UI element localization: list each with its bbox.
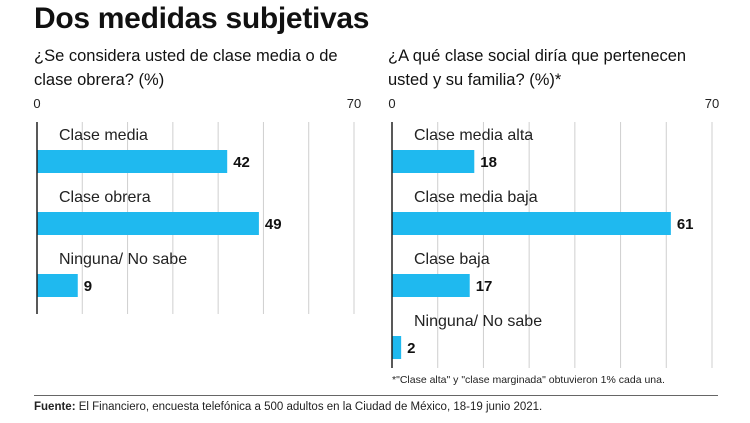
source-divider: [34, 395, 718, 396]
right-value-label: 61: [677, 216, 694, 233]
left-bar: [37, 274, 78, 297]
left-tick-label-0: 0: [33, 96, 40, 111]
right-bar: [392, 212, 671, 235]
chart-main-title: Dos medidas subjetivas: [34, 2, 370, 35]
left-value-label: 42: [233, 154, 250, 171]
right-value-label: 18: [480, 154, 497, 171]
left-bar: [37, 212, 259, 235]
right-bar: [392, 150, 475, 173]
footnote: *"Clase alta" y "clase marginada" obtuvi…: [392, 374, 665, 386]
left-tick-label-70: 70: [347, 96, 361, 111]
right-category-label: Clase baja: [414, 251, 490, 268]
left-category-label: Clase media: [59, 127, 148, 144]
right-bar: [392, 336, 402, 359]
left-bar: [37, 150, 228, 173]
right-chart-title: ¿A qué clase social diría que pertenecen…: [388, 47, 687, 89]
source-label: Fuente:: [34, 401, 76, 413]
right-bar: [392, 274, 470, 297]
right-value-label: 17: [476, 278, 493, 295]
source-text: El Financiero, encuesta telefónica a 500…: [75, 401, 543, 413]
left-chart-title: ¿Se considera usted de clase media o de …: [34, 47, 338, 89]
right-category-label: Clase media baja: [414, 189, 538, 206]
right-value-label: 2: [407, 340, 415, 357]
right-category-label: Ninguna/ No sabe: [414, 313, 542, 330]
right-tick-label-70: 70: [705, 96, 719, 111]
right-tick-label-0: 0: [388, 96, 395, 111]
left-value-label: 9: [84, 278, 92, 295]
source-note: Fuente: El Financiero, encuesta telefóni…: [34, 401, 542, 413]
left-category-label: Ninguna/ No sabe: [59, 251, 187, 268]
left-value-label: 49: [265, 216, 282, 233]
right-category-label: Clase media alta: [414, 127, 533, 144]
left-category-label: Clase obrera: [59, 189, 151, 206]
